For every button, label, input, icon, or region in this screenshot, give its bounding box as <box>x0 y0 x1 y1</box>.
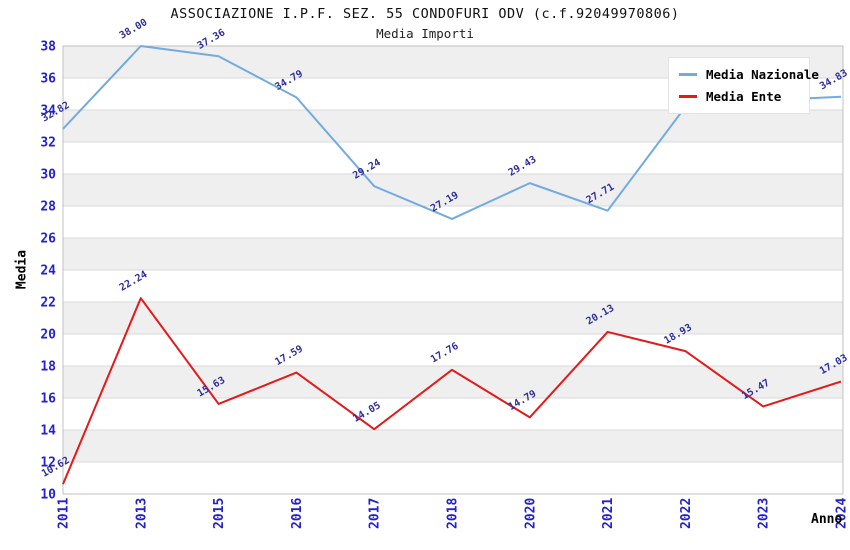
svg-text:2013: 2013 <box>134 498 149 529</box>
svg-text:17.59: 17.59 <box>273 344 305 369</box>
chart-subtitle: Media Importi <box>376 26 474 41</box>
svg-text:28: 28 <box>40 200 56 215</box>
svg-text:2024: 2024 <box>835 498 850 529</box>
y-axis-title: Media <box>14 249 30 290</box>
chart-title: ASSOCIAZIONE I.P.F. SEZ. 55 CONDOFURI OD… <box>170 6 680 22</box>
svg-text:38: 38 <box>40 40 56 55</box>
svg-text:20: 20 <box>40 328 56 343</box>
svg-text:30: 30 <box>40 168 56 183</box>
svg-text:10: 10 <box>40 488 56 503</box>
svg-text:32: 32 <box>40 136 56 151</box>
svg-text:18: 18 <box>40 360 56 375</box>
svg-text:2021: 2021 <box>601 498 616 529</box>
svg-text:2022: 2022 <box>679 498 694 529</box>
svg-text:16: 16 <box>40 392 56 407</box>
svg-text:2020: 2020 <box>523 498 538 529</box>
svg-text:34: 34 <box>40 104 56 119</box>
svg-text:12: 12 <box>40 456 56 471</box>
svg-text:26: 26 <box>40 232 56 247</box>
svg-text:14.05: 14.05 <box>351 400 383 425</box>
svg-text:2015: 2015 <box>212 498 227 529</box>
svg-text:2018: 2018 <box>446 498 461 529</box>
svg-text:14: 14 <box>40 424 56 439</box>
svg-text:24: 24 <box>40 264 56 279</box>
svg-text:2011: 2011 <box>57 498 72 529</box>
chart-legend: Media Nazionale Media Ente <box>668 57 819 114</box>
legend-label: Media Nazionale <box>706 66 819 82</box>
x-axis-title: Anno <box>811 512 843 527</box>
svg-text:2017: 2017 <box>368 498 383 529</box>
legend-item-media-nazionale: Media Nazionale <box>679 65 819 83</box>
svg-text:2016: 2016 <box>290 498 305 529</box>
svg-text:17.76: 17.76 <box>429 341 461 366</box>
svg-text:22.24: 22.24 <box>118 269 150 294</box>
legend-item-media-ente: Media Ente <box>679 87 799 105</box>
legend-label: Media Ente <box>706 88 782 104</box>
svg-text:22: 22 <box>40 296 56 311</box>
svg-text:38.00: 38.00 <box>118 17 150 42</box>
svg-text:36: 36 <box>40 72 56 87</box>
svg-text:2023: 2023 <box>757 498 772 529</box>
legend-line-swatch-blue <box>679 72 697 76</box>
legend-line-swatch-red <box>679 94 697 98</box>
